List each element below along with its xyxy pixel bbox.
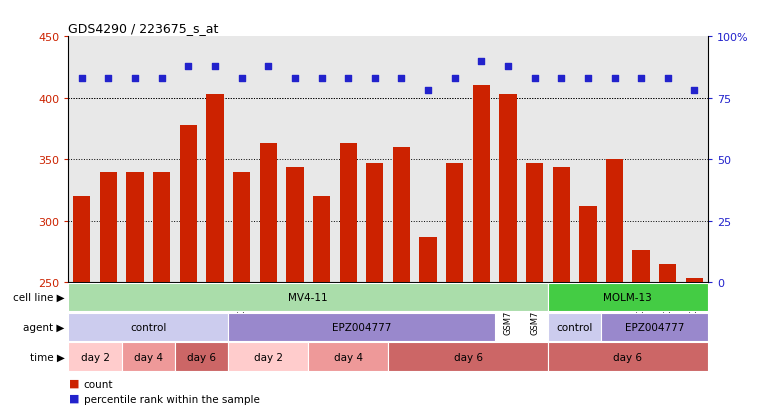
Bar xyxy=(126,172,144,282)
Text: MOLM-13: MOLM-13 xyxy=(603,292,652,302)
Text: day 6: day 6 xyxy=(187,352,216,362)
Text: day 6: day 6 xyxy=(454,352,482,362)
Bar xyxy=(73,197,91,282)
Bar xyxy=(388,342,548,371)
Text: time ▶: time ▶ xyxy=(30,352,65,362)
Text: ■: ■ xyxy=(68,393,79,403)
Bar xyxy=(313,197,330,282)
Text: MV4-11: MV4-11 xyxy=(288,292,328,302)
Point xyxy=(262,63,274,70)
Bar xyxy=(659,264,677,282)
Text: GDS4290 / 223675_s_at: GDS4290 / 223675_s_at xyxy=(68,21,219,35)
Text: day 6: day 6 xyxy=(613,352,642,362)
Point xyxy=(182,63,194,70)
Bar xyxy=(286,167,304,282)
Bar xyxy=(180,126,197,282)
Point xyxy=(528,76,540,82)
Text: agent ▶: agent ▶ xyxy=(24,322,65,332)
Text: day 4: day 4 xyxy=(134,352,163,362)
Bar xyxy=(260,144,277,282)
Bar xyxy=(100,172,117,282)
Bar xyxy=(601,313,708,342)
Point xyxy=(155,76,167,82)
Bar xyxy=(122,342,175,371)
Bar xyxy=(68,342,122,371)
Bar xyxy=(632,251,650,282)
Bar xyxy=(548,283,708,312)
Bar xyxy=(686,279,703,282)
Bar xyxy=(393,147,410,282)
Point xyxy=(129,76,142,82)
Point xyxy=(209,63,221,70)
Text: count: count xyxy=(84,380,113,389)
Text: day 2: day 2 xyxy=(81,352,110,362)
Bar xyxy=(579,206,597,282)
Text: cell line ▶: cell line ▶ xyxy=(13,292,65,302)
Text: EPZ004777: EPZ004777 xyxy=(625,322,684,332)
Text: control: control xyxy=(556,322,593,332)
Bar xyxy=(419,237,437,282)
Point xyxy=(315,76,327,82)
Bar xyxy=(68,283,548,312)
Bar xyxy=(548,313,601,342)
Text: percentile rank within the sample: percentile rank within the sample xyxy=(84,394,260,404)
Bar xyxy=(446,164,463,282)
Text: EPZ004777: EPZ004777 xyxy=(332,322,391,332)
Point xyxy=(475,58,487,65)
Text: day 4: day 4 xyxy=(333,352,363,362)
Bar xyxy=(499,95,517,282)
Bar xyxy=(233,172,250,282)
Bar xyxy=(308,342,388,371)
Point xyxy=(501,63,514,70)
Point xyxy=(635,76,647,82)
Point xyxy=(342,76,354,82)
Point xyxy=(661,76,674,82)
Bar xyxy=(206,95,224,282)
Bar xyxy=(552,167,570,282)
Bar xyxy=(175,342,228,371)
Point xyxy=(688,88,700,95)
Text: day 2: day 2 xyxy=(253,352,283,362)
Bar xyxy=(228,342,308,371)
Point xyxy=(448,76,460,82)
Text: ■: ■ xyxy=(68,378,79,388)
Point xyxy=(368,76,380,82)
Point xyxy=(608,76,620,82)
Point xyxy=(422,88,434,95)
Point xyxy=(581,76,594,82)
Point xyxy=(288,76,301,82)
Bar xyxy=(339,144,357,282)
Point xyxy=(555,76,567,82)
Point xyxy=(75,76,88,82)
Bar xyxy=(366,164,384,282)
Bar xyxy=(228,313,495,342)
Bar xyxy=(526,164,543,282)
Point xyxy=(396,76,408,82)
Point xyxy=(102,76,114,82)
Bar xyxy=(473,86,490,282)
Bar xyxy=(606,160,623,282)
Point xyxy=(235,76,247,82)
Bar xyxy=(153,172,170,282)
Text: control: control xyxy=(130,322,167,332)
Bar xyxy=(548,342,708,371)
Bar xyxy=(68,313,228,342)
